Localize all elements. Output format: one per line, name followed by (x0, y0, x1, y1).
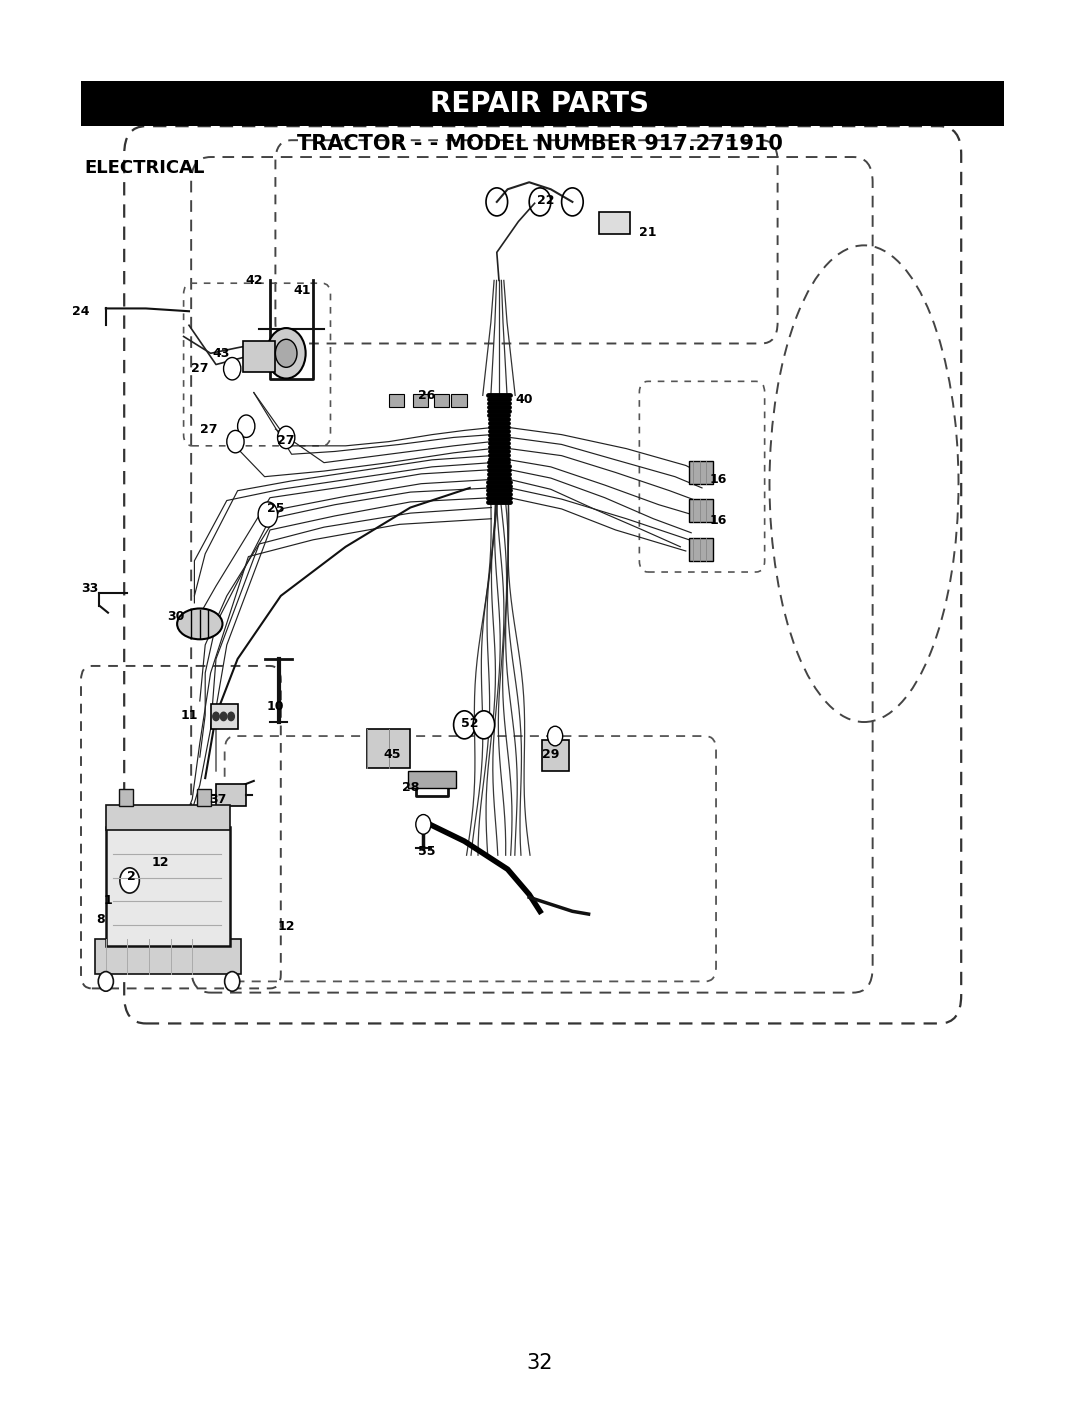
Bar (599, 212, 630, 234)
Bar (106, 827, 230, 946)
Text: 27: 27 (200, 422, 217, 436)
Circle shape (224, 358, 241, 380)
Text: 42: 42 (245, 273, 262, 287)
Circle shape (98, 972, 113, 991)
Bar (243, 341, 275, 372)
Bar (389, 394, 404, 407)
Text: 33: 33 (81, 582, 98, 596)
Bar (689, 461, 713, 484)
Bar (434, 394, 449, 407)
Circle shape (213, 712, 219, 721)
Text: ELECTRICAL: ELECTRICAL (84, 160, 204, 177)
Bar (119, 789, 133, 806)
Text: 12: 12 (278, 920, 295, 934)
Bar (197, 789, 211, 806)
Bar (81, 81, 1004, 126)
Circle shape (473, 711, 495, 739)
Text: 2: 2 (127, 869, 136, 883)
Text: 55: 55 (418, 844, 435, 858)
Bar (106, 805, 230, 830)
Circle shape (416, 815, 431, 834)
Text: 41: 41 (294, 283, 311, 297)
Bar (689, 538, 713, 561)
Bar (542, 740, 569, 771)
Circle shape (225, 972, 240, 991)
Text: 52: 52 (461, 716, 478, 730)
Text: 16: 16 (710, 472, 727, 486)
Bar (408, 771, 456, 788)
Text: 29: 29 (542, 747, 559, 761)
Text: REPAIR PARTS: REPAIR PARTS (431, 90, 649, 118)
Text: 16: 16 (710, 513, 727, 527)
Bar (367, 729, 410, 768)
Bar (413, 394, 428, 407)
Circle shape (227, 430, 244, 453)
Text: 21: 21 (639, 226, 657, 240)
Text: 28: 28 (402, 781, 419, 795)
Text: 32: 32 (527, 1353, 553, 1373)
Text: 45: 45 (383, 747, 401, 761)
Text: 8: 8 (96, 913, 105, 927)
Bar (211, 704, 238, 729)
Circle shape (258, 502, 278, 527)
Bar (216, 784, 246, 806)
Bar (451, 394, 467, 407)
Text: 30: 30 (167, 610, 185, 624)
Circle shape (278, 426, 295, 449)
Text: 24: 24 (72, 304, 90, 318)
Text: 27: 27 (191, 362, 208, 376)
Circle shape (267, 328, 306, 379)
Text: 26: 26 (418, 388, 435, 402)
Text: 11: 11 (180, 708, 198, 722)
Circle shape (275, 339, 297, 367)
Text: 22: 22 (537, 193, 554, 207)
Text: 1: 1 (104, 893, 112, 907)
Text: 27: 27 (278, 433, 295, 447)
Text: 40: 40 (515, 393, 532, 407)
Text: 43: 43 (213, 346, 230, 360)
Text: 25: 25 (267, 502, 284, 516)
Text: 37: 37 (210, 792, 227, 806)
Text: 12: 12 (151, 855, 168, 869)
Circle shape (220, 712, 227, 721)
Circle shape (238, 415, 255, 437)
Circle shape (120, 868, 139, 893)
Bar (689, 499, 713, 522)
Ellipse shape (177, 608, 222, 639)
Text: TRACTOR - - MODEL NUMBER 917.271910: TRACTOR - - MODEL NUMBER 917.271910 (297, 135, 783, 154)
Bar (95, 939, 241, 974)
Circle shape (228, 712, 234, 721)
Text: 10: 10 (267, 700, 284, 714)
Circle shape (454, 711, 475, 739)
Circle shape (548, 726, 563, 746)
